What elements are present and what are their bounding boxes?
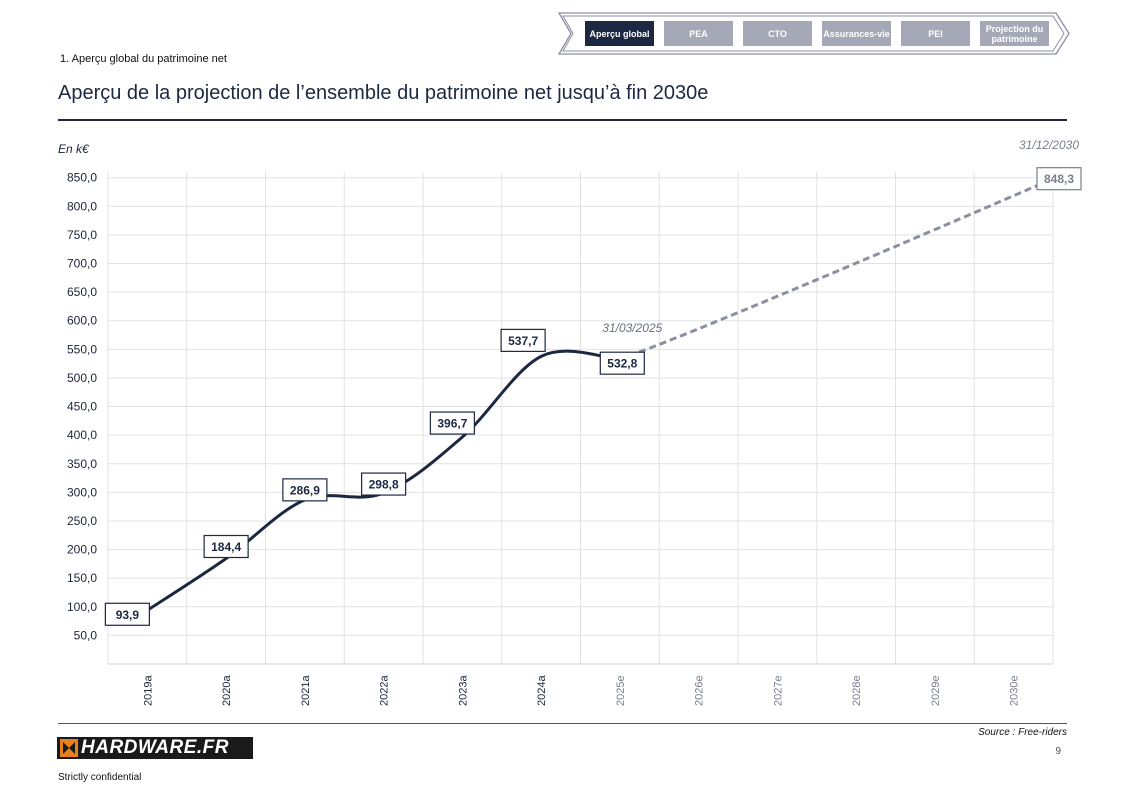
x-tick-label: 2026e — [694, 675, 706, 706]
x-tick-label: 2021a — [300, 675, 312, 706]
x-tick-label: 2029e — [930, 675, 942, 706]
section-label: 1. Aperçu global du patrimoine net — [60, 53, 227, 65]
source-note: Source : Free-riders — [978, 727, 1067, 738]
data-label: 298,8 — [361, 472, 407, 496]
y-tick-label: 450,0 — [67, 400, 97, 414]
y-tick-label: 800,0 — [67, 199, 97, 213]
data-label-projection: 848,3 — [1036, 167, 1082, 191]
data-label-text: 286,9 — [290, 483, 320, 497]
data-label-box — [361, 472, 407, 496]
tab-pei[interactable]: PEI — [901, 21, 970, 46]
logo-mark-icon — [60, 739, 78, 757]
data-label-text: 184,4 — [211, 540, 241, 554]
y-tick-label: 700,0 — [67, 257, 97, 271]
data-label-box — [282, 478, 328, 502]
x-tick-label: 2027e — [772, 675, 784, 706]
data-label-text: 396,7 — [437, 417, 467, 431]
x-tick-label: 2020a — [221, 675, 233, 706]
footer-divider — [58, 723, 1067, 724]
data-label-text: 532,8 — [607, 357, 637, 371]
data-label: 396,7 — [429, 411, 475, 435]
patrimoine-line-chart: 50,0 100,0 150,0 200,0 250,0 300,0 350,0 400,0 4… — [67, 138, 1082, 706]
x-tick-label: 2022a — [379, 675, 391, 706]
x-tick-label: 2028e — [851, 675, 863, 706]
y-tick-label: 750,0 — [67, 228, 97, 242]
x-tick-label: 2030e — [1009, 675, 1021, 706]
data-label-text: 298,8 — [369, 478, 399, 492]
x-tick-label: 2025e — [615, 675, 627, 706]
x-tick-label: 2024a — [536, 675, 548, 706]
y-tick-label: 50,0 — [74, 628, 98, 642]
y-tick-label: 300,0 — [67, 485, 97, 499]
y-tick-label: 400,0 — [67, 428, 97, 442]
data-label: 537,7 — [500, 328, 546, 352]
tab-apercu-global[interactable]: Aperçu global — [585, 21, 654, 46]
y-tick-label: 650,0 — [67, 285, 97, 299]
y-tick-label: 350,0 — [67, 457, 97, 471]
y-tick-label: 100,0 — [67, 600, 97, 614]
confidentiality-note: Strictly confidential — [58, 772, 142, 783]
tab-pea[interactable]: PEA — [664, 21, 733, 46]
y-tick-label: 150,0 — [67, 571, 97, 585]
page-number: 9 — [1055, 746, 1061, 757]
data-label-box — [500, 328, 546, 352]
data-label-box — [203, 534, 249, 559]
data-label-box — [429, 411, 475, 435]
y-tick-label: 550,0 — [67, 342, 97, 356]
tab-projection-patrimoine[interactable]: Projection du patrimoine — [980, 21, 1049, 46]
data-label: 286,9 — [282, 478, 328, 502]
data-label: 532,8 — [599, 351, 645, 375]
chart-unit-label: En k€ — [58, 142, 89, 156]
projection-series-line — [617, 177, 1054, 361]
x-tick-label: 2023a — [457, 675, 469, 706]
title-divider — [58, 119, 1067, 121]
y-tick-label: 500,0 — [67, 371, 97, 385]
annotation-end-date: 31/12/2030 — [1019, 138, 1079, 152]
data-label-text: 537,7 — [508, 334, 538, 348]
y-tick-label: 600,0 — [67, 314, 97, 328]
y-tick-label: 250,0 — [67, 514, 97, 528]
data-label-projection-text: 848,3 — [1044, 172, 1074, 186]
data-label-box — [104, 602, 150, 626]
data-label-box — [599, 351, 645, 375]
brand-logo: HARDWARE.FR — [57, 737, 253, 759]
data-label: 93,9 — [104, 602, 150, 626]
data-label: 184,4 — [203, 534, 249, 559]
x-tick-label: 2019a — [142, 675, 154, 706]
page-title: Aperçu de la projection de l’ensemble du… — [58, 82, 709, 104]
tab-assurances-vie[interactable]: Assurances-vie — [822, 21, 891, 46]
y-tick-label: 200,0 — [67, 543, 97, 557]
section-nav: Aperçu global PEA CTO Assurances-vie PEI… — [558, 12, 1070, 55]
data-label-text: 93,9 — [116, 608, 140, 622]
data-label-projection-box — [1036, 167, 1082, 191]
y-tick-label: 850,0 — [67, 171, 97, 185]
annotation-current-date: 31/03/2025 — [602, 321, 662, 335]
logo-text: HARDWARE.FR — [81, 737, 229, 758]
tab-cto[interactable]: CTO — [743, 21, 812, 46]
